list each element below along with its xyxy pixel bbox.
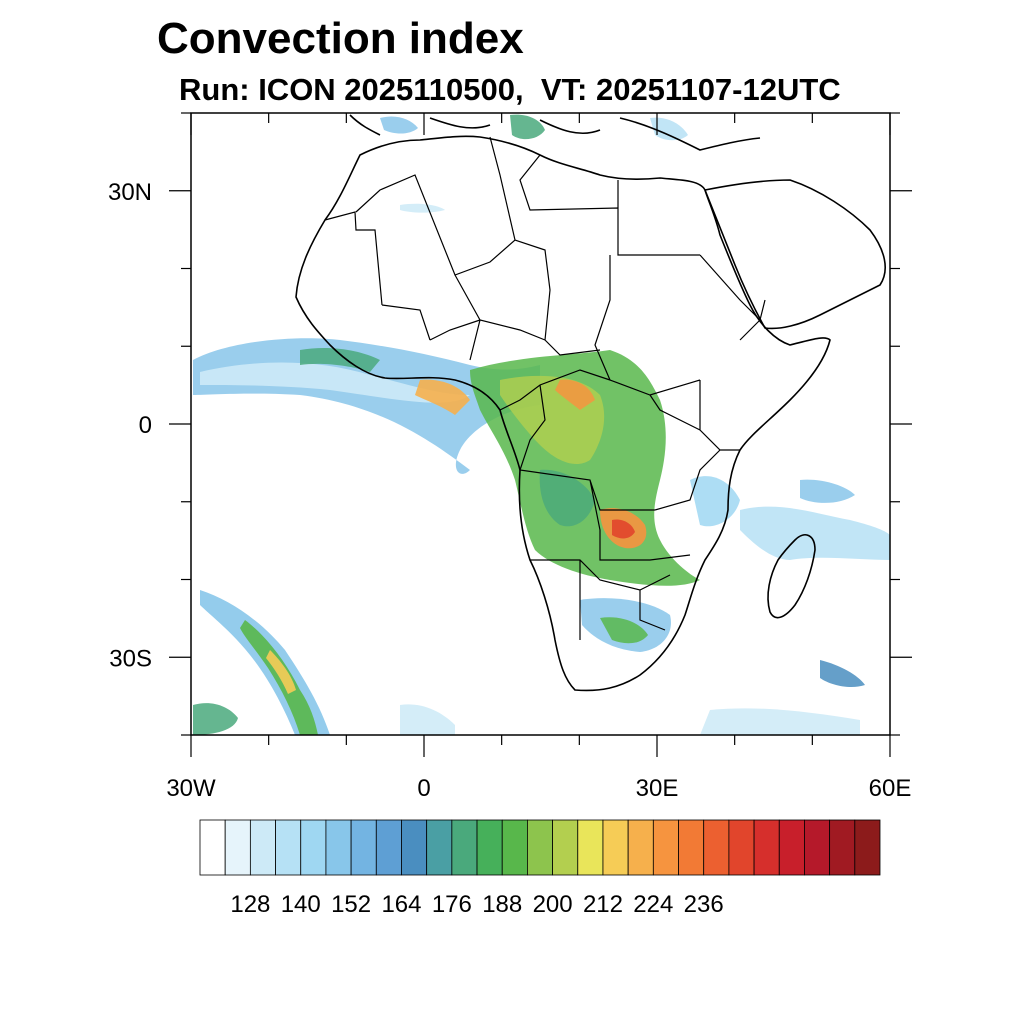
field-atlantic-front-green (240, 620, 318, 735)
colorbar-swatch (350, 819, 377, 876)
country-borders (324, 136, 766, 640)
field-med-west (380, 116, 418, 134)
colorbar: 128 140 152 164 176 188 200 212 224 236 (199, 819, 881, 918)
colorbar-swatch (577, 819, 604, 876)
x-tick-label: 30E (636, 775, 679, 802)
map-subtitle: Run: ICON 2025110500, VT: 20251107-12UTC (179, 72, 841, 107)
colorbar-swatch (678, 819, 705, 876)
field-med-east (650, 117, 688, 141)
europe-coastline (349, 114, 761, 151)
field-gulf-orange (415, 379, 470, 415)
colorbar-label: 176 (432, 891, 472, 918)
colorbar-label: 224 (633, 891, 673, 918)
madagascar-coastline (767, 534, 816, 619)
field-south-africa-green (600, 617, 648, 644)
arabia-coastline (703, 179, 886, 330)
colorbar-label: 164 (381, 891, 421, 918)
field-atlantic-front-yellow (266, 650, 296, 694)
colorbar-swatch (602, 819, 629, 876)
colorbar-swatch (300, 819, 327, 876)
colorbar-swatch (426, 819, 453, 876)
field-indian-ocean-2 (800, 479, 855, 503)
border-lines (324, 136, 766, 640)
field-itcz-green (300, 348, 380, 372)
colorbar-label: 200 (533, 891, 573, 918)
colorbar-label: 152 (331, 891, 371, 918)
colorbar-swatch (451, 819, 478, 876)
x-tick-label: 60E (869, 775, 912, 802)
field-zambia-red (612, 519, 635, 539)
colorbar-swatch (552, 819, 579, 876)
y-tick-label: 0 (139, 412, 152, 439)
convection-field (193, 114, 890, 735)
colorbar-label: 212 (583, 891, 623, 918)
colorbar-label: 140 (281, 891, 321, 918)
field-south-indian (700, 708, 860, 735)
colorbar-swatch (249, 819, 276, 876)
colorbar-swatch (804, 819, 831, 876)
colorbar-swatch (652, 819, 679, 876)
colorbar-swatch (224, 819, 251, 876)
axis-ticks: 30W 0 30E 60E 30N 0 30S (108, 112, 912, 802)
field-madagascar-south (820, 660, 865, 688)
coastlines (295, 114, 886, 692)
field-south-atlantic-light (400, 704, 455, 735)
field-congo-orange (555, 379, 595, 410)
colorbar-swatch (401, 819, 428, 876)
field-med-central (510, 114, 545, 140)
colorbar-swatch (275, 819, 302, 876)
colorbar-label: 128 (230, 891, 270, 918)
colorbar-swatch (753, 819, 780, 876)
colorbar-swatch (199, 819, 226, 876)
colorbar-swatch (703, 819, 730, 876)
field-itcz-light (200, 362, 470, 403)
field-southwest-cell (193, 703, 238, 735)
africa-coastline (295, 135, 831, 692)
colorbar-swatch (627, 819, 654, 876)
colorbar-swatch (829, 819, 856, 876)
colorbar-swatch (375, 819, 402, 876)
colorbar-swatch (728, 819, 755, 876)
colorbar-swatch (778, 819, 805, 876)
map-title: Convection index (157, 14, 524, 63)
x-tick-label: 30W (166, 775, 216, 802)
colorbar-swatch (501, 819, 528, 876)
colorbar-swatch (325, 819, 352, 876)
field-sahara-streak (400, 203, 445, 213)
y-tick-label: 30N (108, 179, 152, 206)
colorbar-label: 236 (684, 891, 724, 918)
colorbar-swatch (527, 819, 553, 876)
x-tick-label: 0 (417, 775, 430, 802)
colorbar-swatch (854, 819, 881, 876)
field-angola-green (539, 469, 595, 527)
colorbar-label: 188 (482, 891, 522, 918)
y-tick-label: 30S (109, 645, 152, 672)
colorbar-swatch (476, 819, 503, 876)
field-indian-ocean (740, 506, 890, 560)
